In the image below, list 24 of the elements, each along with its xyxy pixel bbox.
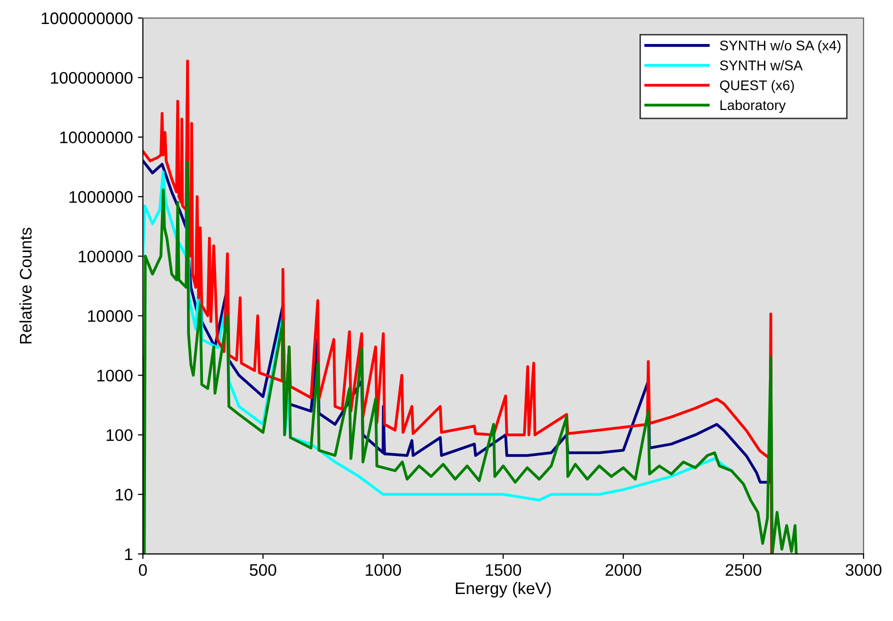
y-tick-label: 10000000 xyxy=(60,132,133,144)
legend-label: Laboratory xyxy=(720,100,786,113)
x-tick-label: 0 xyxy=(138,564,147,576)
x-tick-label: 2500 xyxy=(726,564,762,576)
y-tick-label: 1000000000 xyxy=(42,12,133,24)
y-tick-label: 1 xyxy=(125,548,132,560)
y-tick-label: 100000 xyxy=(78,250,133,262)
x-tick-label: 3000 xyxy=(846,564,882,576)
legend-label: QUEST (x6) xyxy=(720,80,794,93)
x-tick-label: 500 xyxy=(250,564,276,576)
line-series xyxy=(142,160,798,554)
x-axis-title: Energy (keV) xyxy=(456,582,551,598)
y-tick-label: 1000000 xyxy=(70,191,133,203)
legend-label: SYNTH w/SA xyxy=(720,60,803,70)
y-tick-label: 10 xyxy=(116,488,133,501)
y-tick-label: 10000 xyxy=(88,310,133,322)
x-tick-label: 1000 xyxy=(366,564,401,576)
y-tick-label: 100 xyxy=(106,429,133,442)
legend-label: SYNTH w/o SA (x4) xyxy=(720,40,840,54)
y-axis-title: Relative Counts xyxy=(19,228,32,344)
x-tick-label: 2000 xyxy=(606,564,642,576)
x-tick-label: 1500 xyxy=(486,564,522,576)
y-tick-label: 1000 xyxy=(97,370,133,382)
y-tick-label: 100000000 xyxy=(51,72,133,84)
